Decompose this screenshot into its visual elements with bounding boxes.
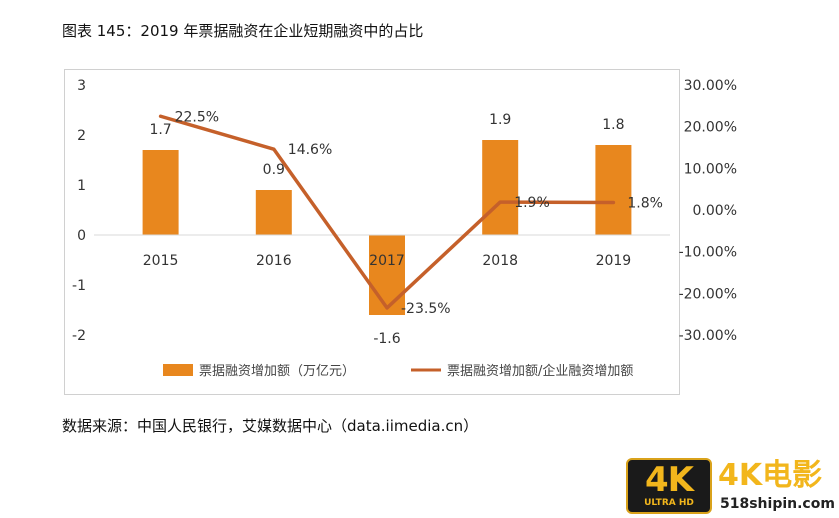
bar-value-label: 0.9	[263, 162, 285, 178]
watermark-badge: 4K ULTRA HD	[626, 458, 712, 514]
data-source: 数据来源：中国人民银行，艾媒数据中心（data.iimedia.cn）	[62, 417, 479, 435]
bar	[595, 145, 632, 235]
plot-frame	[64, 69, 680, 395]
line-point	[611, 201, 615, 204]
watermark: 4K ULTRA HD 4K电影 518shipin.com	[626, 458, 838, 516]
right-tick-label: -30.00%	[679, 328, 737, 344]
bar	[142, 150, 179, 235]
legend-bar-swatch	[163, 364, 193, 376]
bar	[482, 140, 519, 235]
line-point	[385, 306, 389, 310]
left-tick-label: 1	[77, 178, 86, 194]
left-tick-label: -2	[72, 328, 86, 344]
line-point	[159, 114, 163, 118]
right-tick-label: 0.00%	[693, 203, 737, 219]
line-point	[498, 200, 502, 204]
line-value-label: 1.8%	[627, 196, 663, 212]
left-tick-label: 0	[77, 228, 86, 244]
bar	[255, 190, 292, 235]
category-label: 2018	[482, 253, 518, 269]
line-value-label: 14.6%	[288, 142, 332, 158]
left-axis: -2 -1 0 1 2 3	[72, 78, 86, 344]
right-tick-label: -20.00%	[679, 286, 737, 302]
left-tick-label: 2	[77, 128, 86, 144]
bar-value-label: 1.9	[489, 112, 511, 128]
category-label: 2015	[143, 253, 179, 269]
line-point	[272, 147, 276, 151]
category-label: 2019	[596, 253, 632, 269]
line-value-label: -23.5%	[401, 301, 451, 317]
category-label: 2016	[256, 253, 292, 269]
right-tick-label: 20.00%	[684, 120, 737, 136]
line-value-label: 22.5%	[175, 109, 219, 125]
legend: 票据融资增加额（万亿元） 票据融资增加额/企业融资增加额	[163, 363, 633, 379]
right-axis: -30.00% -20.00% -10.00% 0.00% 10.00% 20.00% 30…	[679, 78, 737, 344]
left-tick-label: 3	[77, 78, 86, 94]
combo-chart: -2 -1 0 1 2 3 -30.00% -20.00% -10.00% 0.00% 10.00…	[64, 69, 737, 395]
bar-value-label: -1.6	[373, 331, 400, 347]
line-value-labels: 22.5% 14.6% -23.5% 1.9% 1.8%	[175, 109, 663, 317]
bar-value-labels: 1.7 0.9 -1.6 1.9 1.8	[149, 112, 624, 347]
right-tick-label: 10.00%	[684, 161, 737, 177]
bar-value-label: 1.8	[602, 117, 624, 133]
category-label: 2017	[369, 253, 405, 269]
watermark-badge-main: 4K	[644, 460, 694, 500]
watermark-badge-sub: ULTRA HD	[644, 498, 694, 508]
bar-series	[142, 140, 632, 315]
legend-line-label: 票据融资增加额/企业融资增加额	[447, 363, 633, 379]
line-value-label: 1.9%	[514, 195, 550, 211]
line-series	[158, 114, 616, 310]
chart-title: 图表 145：2019 年票据融资在企业短期融资中的占比	[62, 22, 424, 40]
left-tick-label: -1	[72, 278, 86, 294]
bar	[369, 235, 405, 315]
right-tick-label: 30.00%	[684, 78, 737, 94]
bar-value-label: 1.7	[149, 122, 171, 138]
watermark-name: 4K电影	[718, 458, 823, 493]
right-tick-label: -10.00%	[679, 245, 737, 261]
legend-bar-label: 票据融资增加额（万亿元）	[199, 364, 355, 379]
watermark-url: 518shipin.com	[720, 496, 835, 512]
category-labels: 2015 2016 2017 2018 2019	[143, 253, 631, 269]
